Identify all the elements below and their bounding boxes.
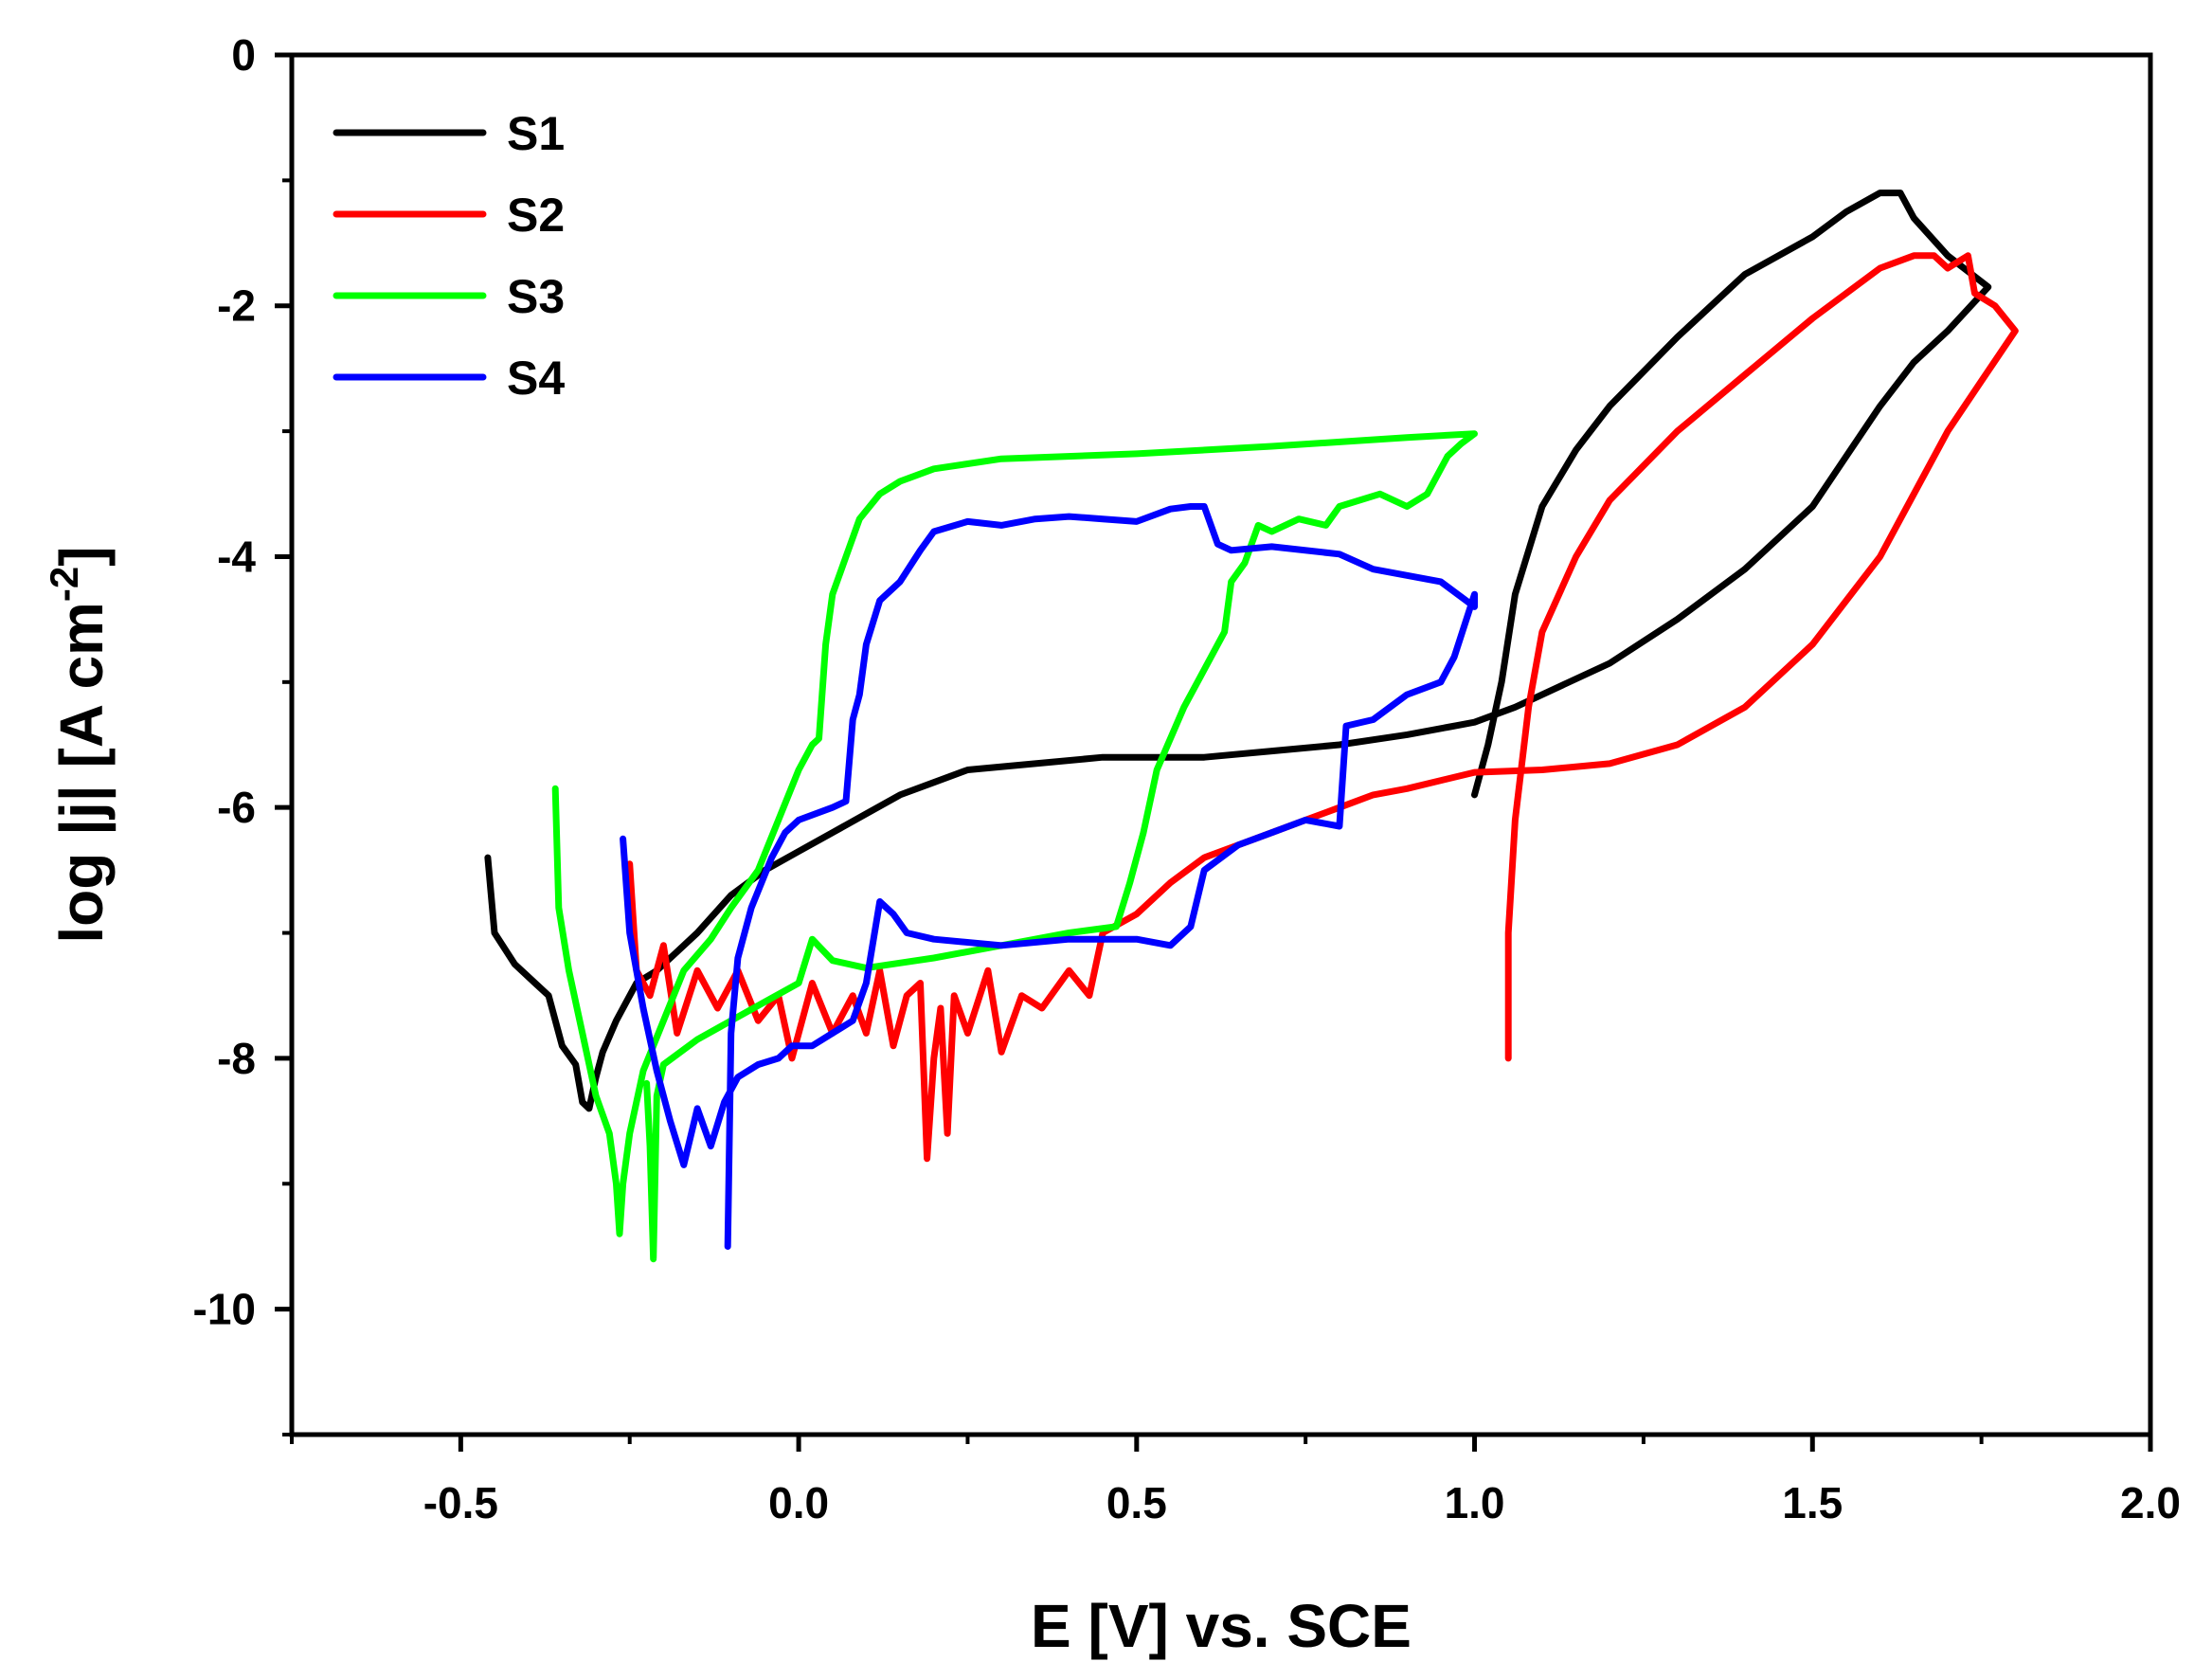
- y-tick-label: -8: [217, 1034, 256, 1083]
- legend: S1 S2 S3 S4: [333, 107, 565, 405]
- y-tick-label: -2: [217, 281, 256, 331]
- series-layer: [484, 190, 2019, 1263]
- y-axis-title-superscript: -2: [42, 567, 86, 602]
- legend-label-s3: S3: [507, 270, 565, 323]
- y-tick-label: -10: [193, 1285, 256, 1334]
- x-axis-title: E [V] vs. SCE: [1031, 1592, 1412, 1660]
- y-axis-title-main: log |j| [A cm: [47, 602, 117, 944]
- series-line-s3: [551, 430, 1478, 1263]
- x-tick-label: 1.5: [1782, 1478, 1843, 1527]
- legend-label-s4: S4: [507, 352, 565, 405]
- series-line-s4: [620, 503, 1478, 1250]
- x-tick-label: 2.0: [2120, 1478, 2181, 1527]
- x-tick-label: 0.5: [1106, 1478, 1167, 1527]
- x-tick-label: -0.5: [423, 1478, 498, 1527]
- y-tick-label: -6: [217, 783, 256, 832]
- legend-label-s2: S2: [507, 189, 565, 242]
- series-line-s1: [484, 190, 1992, 1112]
- y-tick-label: -4: [217, 532, 256, 581]
- plot-frame: [289, 52, 2153, 1437]
- y-axis-title-close: ]: [47, 546, 116, 566]
- x-tick-label: 0.0: [768, 1478, 829, 1527]
- y-tick-label: 0: [231, 30, 256, 80]
- tick-layer: -0.5 0.0 0.5 1.0 1.5 2.0 0 -2 -4 -6 -8 -10: [193, 30, 2181, 1527]
- series-line-s2: [626, 252, 2019, 1163]
- y-axis-title: log |j| [A cm-2]: [42, 546, 117, 943]
- legend-label-s1: S1: [507, 107, 565, 160]
- x-tick-label: 1.0: [1445, 1478, 1505, 1527]
